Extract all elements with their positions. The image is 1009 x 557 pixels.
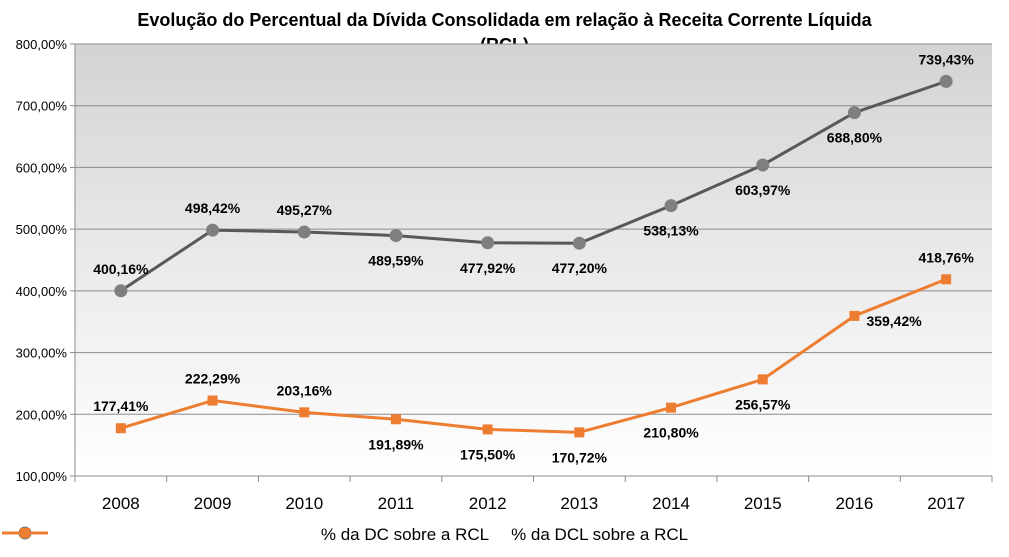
- data-point: [206, 223, 220, 237]
- x-tick-label: 2009: [194, 494, 232, 513]
- y-tick-label: 500,00%: [16, 222, 68, 237]
- series-line-dcl: [120, 277, 947, 434]
- data-point: [849, 310, 860, 321]
- x-tick-label: 2010: [285, 494, 323, 513]
- y-tick-label: 600,00%: [16, 160, 68, 175]
- data-point: [389, 229, 403, 243]
- data-label: 191,89%: [368, 436, 424, 452]
- data-label: 418,76%: [919, 249, 975, 265]
- data-point: [941, 274, 952, 285]
- series-line-dc: [120, 79, 947, 293]
- x-tick-label: 2012: [469, 494, 507, 513]
- x-tick-label: 2011: [378, 494, 415, 513]
- y-tick-label: 400,00%: [16, 284, 68, 299]
- data-label: 498,42%: [185, 200, 241, 216]
- data-point: [757, 374, 768, 385]
- data-point: [482, 424, 493, 435]
- data-label: 739,43%: [919, 51, 975, 67]
- x-tick-label: 2015: [744, 494, 782, 513]
- x-tick-label: 2017: [927, 494, 965, 513]
- legend-marker-square-icon: [2, 528, 48, 538]
- data-point: [115, 423, 126, 434]
- data-point: [114, 284, 128, 298]
- y-tick-label: 700,00%: [16, 99, 68, 114]
- chart-title-line1: Evolução do Percentual da Dívida Consoli…: [137, 10, 872, 30]
- y-tick-label: 100,00%: [16, 469, 68, 484]
- y-tick-label: 200,00%: [16, 407, 68, 422]
- data-label: 400,16%: [93, 261, 149, 277]
- data-point: [939, 74, 953, 88]
- legend-label-dc: % da DC sobre a RCL: [320, 525, 490, 544]
- data-label: 359,42%: [866, 313, 922, 329]
- legend-item-dcl: % da DCL sobre a RCL: [2, 525, 689, 545]
- data-label: 538,13%: [643, 223, 699, 239]
- data-label: 495,27%: [277, 202, 333, 218]
- data-label: 203,16%: [277, 382, 333, 398]
- x-tick-label: 2016: [836, 494, 874, 513]
- data-point: [207, 395, 218, 406]
- data-label: 477,92%: [460, 260, 516, 276]
- x-tick-label: 2008: [102, 494, 140, 513]
- data-label: 688,80%: [827, 130, 883, 146]
- data-label: 210,80%: [643, 425, 699, 441]
- data-label: 256,57%: [735, 396, 791, 412]
- data-point: [390, 414, 401, 425]
- data-point: [297, 225, 311, 239]
- data-label: 477,20%: [552, 260, 608, 276]
- data-label: 177,41%: [93, 398, 149, 414]
- data-label: 603,97%: [735, 182, 791, 198]
- x-tick-label: 2014: [652, 494, 690, 513]
- data-point: [847, 106, 861, 120]
- data-label: 175,50%: [460, 446, 516, 462]
- data-point: [664, 199, 678, 213]
- data-point: [574, 427, 585, 438]
- data-point: [299, 407, 310, 418]
- data-label: 489,59%: [368, 253, 424, 269]
- legend-label-dcl: % da DCL sobre a RCL: [511, 525, 689, 544]
- legend: % da DC sobre a RCL % da DCL sobre a RCL: [0, 525, 1009, 545]
- y-tick-label: 300,00%: [16, 346, 68, 361]
- data-point: [756, 158, 770, 172]
- y-tick-label: 800,00%: [16, 37, 68, 52]
- data-point: [666, 402, 677, 413]
- legend-item-dc: % da DC sobre a RCL: [2, 525, 490, 545]
- x-tick-label: 2013: [560, 494, 598, 513]
- data-label: 222,29%: [185, 371, 241, 387]
- data-point: [572, 236, 586, 250]
- data-label: 170,72%: [552, 449, 608, 465]
- data-point: [481, 236, 495, 250]
